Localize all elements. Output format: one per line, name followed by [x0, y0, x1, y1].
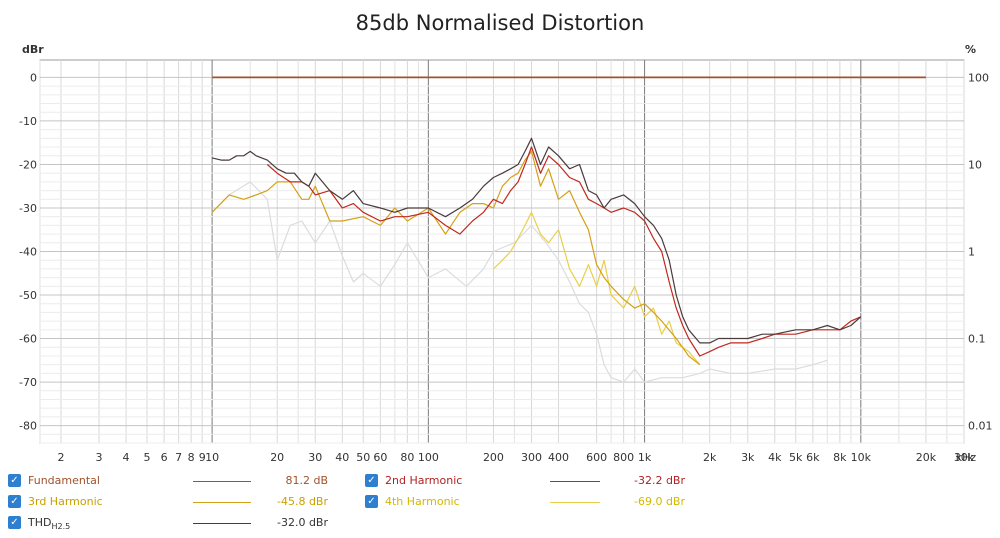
checkbox-4th-harmonic[interactable]: ✓	[365, 495, 378, 508]
x-tick-label: 6	[161, 451, 168, 464]
y-right-tick-label: 1	[968, 246, 975, 259]
legend-label-3rd-harmonic: 3rd Harmonic	[28, 495, 103, 508]
axis-ticks: 2 3 4 5 6 7 8 9 10 20 30 40 50 60 80 100 200 300 400 600 800…	[19, 71, 992, 464]
x-tick-label: 2	[57, 451, 64, 464]
legend-label-4th-harmonic: 4th Harmonic	[385, 495, 460, 508]
legend-value-thd: -32.0 dBr	[276, 516, 328, 529]
y-left-tick-label: -10	[19, 115, 37, 128]
x-tick-label: 6k	[806, 451, 820, 464]
y-left-tick-label: 0	[30, 71, 37, 84]
y-right-tick-label: 10	[968, 158, 982, 171]
series-line-4th-harmonic	[492, 211, 701, 366]
series-line--unlabelled-trace-	[211, 181, 828, 383]
x-tick-label: 200	[483, 451, 504, 464]
series	[211, 76, 926, 383]
legend-value-fundamental: 81.2 dB	[285, 474, 328, 487]
x-tick-label: 400	[548, 451, 569, 464]
y-left-tick-label: -60	[19, 333, 37, 346]
x-tick-label: 100	[418, 451, 439, 464]
legend-value-2nd-harmonic: -32.2 dBr	[633, 474, 685, 487]
x-unit-label: kHz	[956, 451, 977, 464]
legend-item-fundamental[interactable]: ✓ Fundamental 81.2 dB	[8, 472, 338, 490]
legend-item-3rd-harmonic[interactable]: ✓ 3rd Harmonic -45.8 dBr	[8, 493, 338, 511]
y-left-tick-label: -30	[19, 202, 37, 215]
x-tick-label: 3k	[741, 451, 755, 464]
y-right-unit: %	[965, 43, 976, 56]
y-right-tick-label: 0.01	[968, 420, 993, 433]
x-tick-label: 600	[586, 451, 607, 464]
y-left-unit: dBr	[22, 43, 44, 56]
legend-line-fundamental	[193, 481, 251, 482]
thd-text: THD	[28, 516, 52, 529]
legend-value-4th-harmonic: -69.0 dBr	[633, 495, 685, 508]
legend: ✓ Fundamental 81.2 dB ✓ 2nd Harmonic -32…	[0, 470, 1000, 538]
x-tick-label: 7	[175, 451, 182, 464]
x-tick-label: 9	[199, 451, 206, 464]
checkbox-3rd-harmonic[interactable]: ✓	[8, 495, 21, 508]
legend-value-3rd-harmonic: -45.8 dBr	[276, 495, 328, 508]
x-tick-label: 20k	[916, 451, 937, 464]
x-tick-label: 8	[188, 451, 195, 464]
chart-title: 85db Normalised Distortion	[356, 11, 645, 35]
y-left-tick-label: -80	[19, 420, 37, 433]
checkbox-thd[interactable]: ✓	[8, 516, 21, 529]
legend-item-thd[interactable]: ✓ THDH2.5 -32.0 dBr	[8, 514, 338, 532]
legend-label-2nd-harmonic: 2nd Harmonic	[385, 474, 463, 487]
x-tick-label: 5	[144, 451, 151, 464]
x-tick-label: 800	[613, 451, 634, 464]
checkbox-fundamental[interactable]: ✓	[8, 474, 21, 487]
legend-label-fundamental: Fundamental	[28, 474, 100, 487]
y-right-tick-label: 0.1	[968, 333, 986, 346]
legend-line-3rd-harmonic	[193, 502, 251, 503]
x-tick-label: 3	[96, 451, 103, 464]
legend-label-thd: THDH2.5	[28, 514, 70, 536]
x-tick-label: 2k	[703, 451, 717, 464]
series-line-2nd-harmonic	[266, 146, 862, 357]
x-tick-label: 60	[373, 451, 387, 464]
y-left-tick-label: -40	[19, 246, 37, 259]
x-tick-label: 50	[356, 451, 370, 464]
x-tick-label: 1k	[638, 451, 652, 464]
series-line-3rd-harmonic	[211, 150, 701, 366]
x-tick-label: 30	[308, 451, 322, 464]
thd-subscript: H2.5	[51, 522, 71, 531]
x-tick-label: 300	[521, 451, 542, 464]
x-tick-label: 20	[270, 451, 284, 464]
legend-line-thd	[193, 523, 251, 524]
y-left-tick-label: -70	[19, 376, 37, 389]
legend-line-4th-harmonic	[550, 502, 600, 503]
series-line-thd	[211, 137, 862, 344]
x-tick-label: 30k	[954, 451, 975, 464]
checkbox-2nd-harmonic[interactable]: ✓	[365, 474, 378, 487]
x-tick-label: 5k	[789, 451, 803, 464]
legend-item-4th-harmonic[interactable]: ✓ 4th Harmonic -69.0 dBr	[365, 493, 695, 511]
x-tick-label: 40	[335, 451, 349, 464]
grid	[39, 60, 965, 444]
x-tick-label: 10	[205, 451, 219, 464]
x-tick-label: 4	[123, 451, 130, 464]
x-tick-label: 10k	[851, 451, 872, 464]
x-tick-label: 4k	[768, 451, 782, 464]
y-left-tick-label: -20	[19, 158, 37, 171]
legend-line-2nd-harmonic	[550, 481, 600, 482]
x-tick-label: 8k	[833, 451, 847, 464]
y-left-tick-label: -50	[19, 289, 37, 302]
y-right-tick-label: 100	[968, 71, 989, 84]
x-tick-label: 80	[400, 451, 414, 464]
legend-item-2nd-harmonic[interactable]: ✓ 2nd Harmonic -32.2 dBr	[365, 472, 695, 490]
